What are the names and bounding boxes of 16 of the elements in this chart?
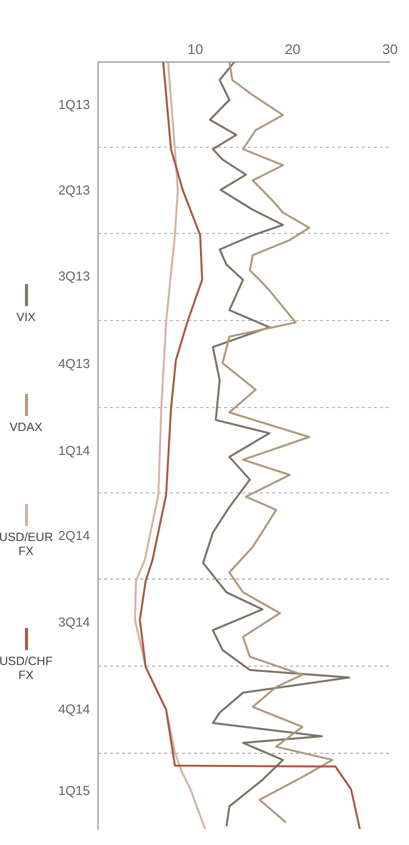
y-tick-label: 3Q14 xyxy=(58,614,90,630)
y-tick-label: 4Q14 xyxy=(58,701,90,716)
legend-label: VDAX xyxy=(10,420,42,434)
x-tick-label: 20 xyxy=(284,41,301,57)
x-tick-label: 10 xyxy=(188,41,204,57)
y-tick-label: 1Q13 xyxy=(58,97,90,112)
legend-label: USD/CHF FX xyxy=(0,654,53,682)
y-tick-label: 3Q13 xyxy=(58,268,90,284)
y-tick-label: 1Q15 xyxy=(58,782,90,798)
y-tick-label: 2Q14 xyxy=(58,528,90,544)
x-tick-label: 30 xyxy=(382,41,398,57)
legend-label: VIX xyxy=(16,310,36,324)
legend-label: USD/EUR FX xyxy=(0,530,54,558)
y-tick-label: 1Q14 xyxy=(58,442,90,458)
y-tick-label: 2Q13 xyxy=(58,182,90,198)
y-tick-label: 4Q13 xyxy=(58,356,90,371)
